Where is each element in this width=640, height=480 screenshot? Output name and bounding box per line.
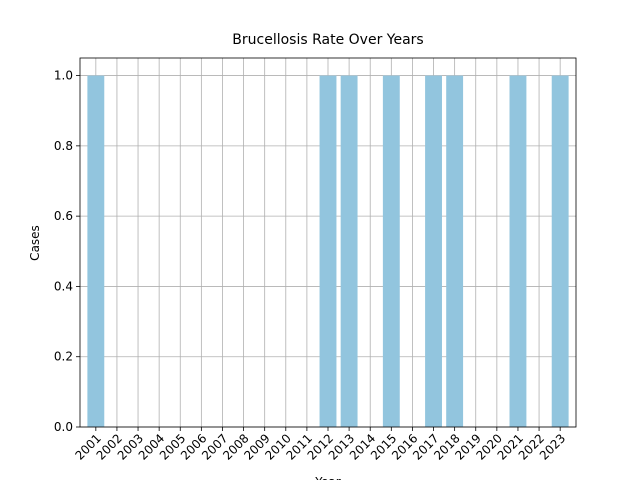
bar — [87, 75, 105, 428]
bar — [319, 75, 337, 428]
y-tick-label: 0.4 — [54, 279, 73, 293]
y-axis-label: Cases — [28, 225, 42, 261]
y-tick-label: 0.8 — [54, 139, 73, 153]
y-tick-label: 1.0 — [54, 69, 73, 83]
bar — [446, 75, 464, 428]
plot-frame — [79, 57, 577, 428]
chart-title: Brucellosis Rate Over Years — [232, 32, 423, 48]
bar — [425, 75, 442, 428]
bar — [509, 75, 527, 428]
y-tick-label: 0.0 — [54, 420, 73, 434]
x-axis-label: Year — [314, 475, 340, 480]
bar — [382, 75, 400, 428]
bar — [551, 75, 569, 428]
y-tick-label: 0.2 — [54, 350, 73, 364]
y-tick-label: 0.6 — [54, 209, 73, 223]
bar — [340, 75, 358, 428]
